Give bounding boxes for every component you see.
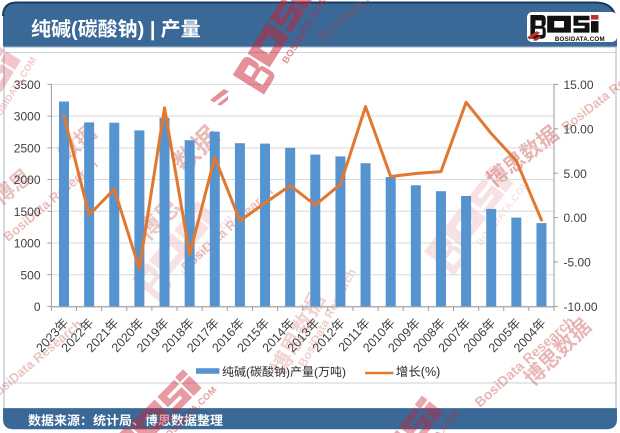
svg-text:(: (: [246, 365, 250, 379]
svg-text:10.00: 10.00: [564, 122, 594, 136]
svg-text:(: (: [71, 19, 78, 41]
svg-text:2500: 2500: [14, 141, 41, 155]
svg-text:1000: 1000: [14, 237, 41, 251]
svg-text:0: 0: [34, 300, 41, 314]
svg-text:): ): [286, 365, 290, 379]
svg-text:1500: 1500: [14, 205, 41, 219]
svg-text:15.00: 15.00: [564, 78, 594, 92]
svg-text:BOSIDATA.COM: BOSIDATA.COM: [555, 36, 605, 43]
svg-text:) |: ) |: [138, 19, 156, 41]
svg-text:-10.00: -10.00: [564, 300, 598, 314]
svg-text:500: 500: [20, 268, 40, 282]
svg-text:5.00: 5.00: [564, 167, 588, 181]
svg-text:3000: 3000: [14, 110, 41, 124]
svg-text:): ): [342, 365, 346, 379]
svg-text:(%): (%): [421, 365, 440, 379]
svg-text:-5.00: -5.00: [564, 256, 592, 270]
svg-text:0.00: 0.00: [564, 211, 588, 225]
svg-text:(: (: [314, 365, 318, 379]
svg-text:2000: 2000: [14, 173, 41, 187]
